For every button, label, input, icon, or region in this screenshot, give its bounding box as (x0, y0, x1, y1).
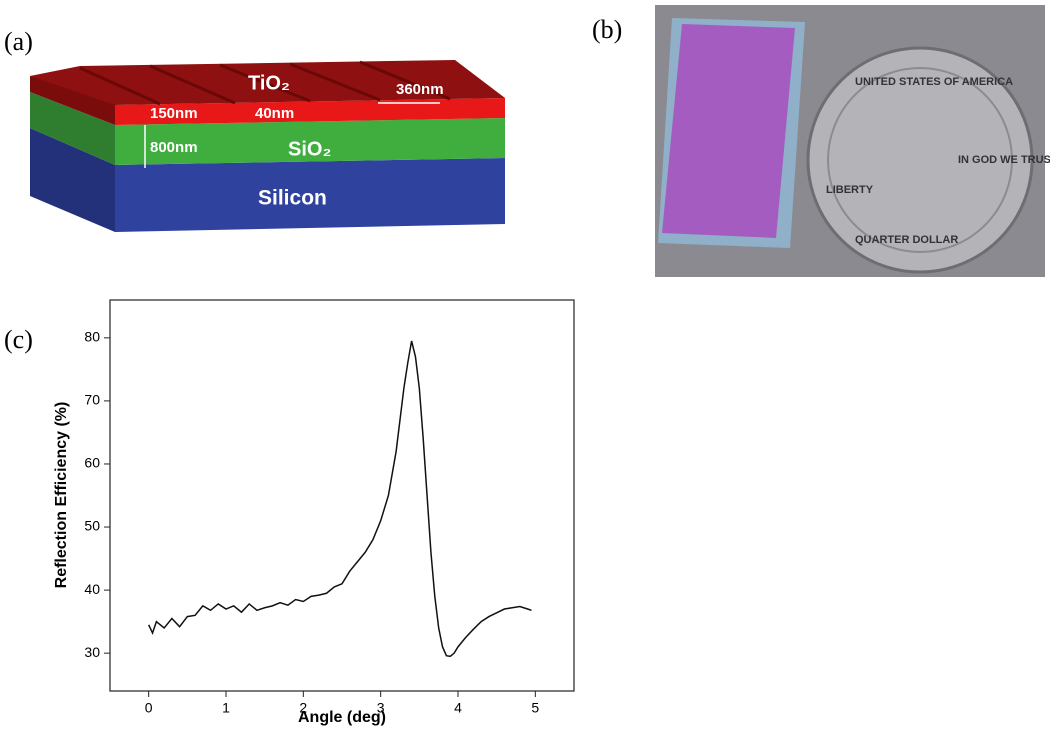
tio2-side (30, 76, 115, 125)
sample-photo: UNITED STATES OF AMERICA LIBERTY IN GOD … (655, 5, 1050, 277)
x-tick-label: 5 (531, 700, 539, 716)
sio2-layer (115, 118, 505, 165)
data-line (147, 340, 532, 658)
y-tick-label: 40 (84, 581, 100, 597)
sio2-side (30, 92, 115, 165)
layer-label: Silicon (258, 187, 327, 210)
panel-label: (a) (4, 27, 33, 56)
y-tick-label: 50 (84, 518, 100, 534)
y-tick-label: 70 (84, 392, 100, 408)
layer-label: SiO₂ (288, 138, 331, 160)
plot-frame (109, 299, 575, 692)
panel-label: (c) (4, 325, 33, 354)
x-tick-label: 0 (145, 700, 153, 716)
dimension-label: 150nm (150, 105, 198, 122)
coin-rim (827, 67, 1013, 253)
dimension-label: 800nm (150, 139, 198, 156)
coin-text: LIBERTY (826, 184, 874, 196)
coin-text: UNITED STATES OF AMERICA (855, 76, 1013, 88)
silicon-layer (115, 158, 505, 232)
tio2-layer (115, 98, 505, 125)
grating-ridges (79, 60, 451, 106)
x-tick-label: 3 (377, 700, 385, 716)
grating-sample (662, 24, 795, 238)
x-axis-label: Angle (deg) (298, 709, 386, 726)
structure-diagram: TiO₂ SiO₂ Silicon 360nm 150nm 40nm 800nm (30, 60, 505, 232)
dimension-label: 360nm (396, 81, 444, 98)
dimension-label: 40nm (255, 105, 294, 122)
coin (806, 46, 1034, 274)
layer-label: TiO₂ (248, 72, 290, 94)
y-tick-label: 30 (84, 644, 100, 660)
x-tick-label: 1 (222, 700, 230, 716)
y-axis-label: Reflection Efficiency (%) (53, 402, 70, 589)
silicon-side (30, 128, 115, 232)
coin-text: IN GOD WE TRUST (958, 154, 1050, 166)
y-tick-label: 60 (84, 455, 100, 471)
y-tick-label: 80 (84, 329, 100, 345)
chart: Angle (deg) Reflection Efficiency (%) 0 1… (53, 299, 575, 726)
x-tick-label: 2 (299, 700, 307, 716)
coin-text: QUARTER DOLLAR (855, 234, 958, 246)
x-tick-label: 4 (454, 700, 462, 716)
panel-label: (b) (592, 15, 622, 44)
